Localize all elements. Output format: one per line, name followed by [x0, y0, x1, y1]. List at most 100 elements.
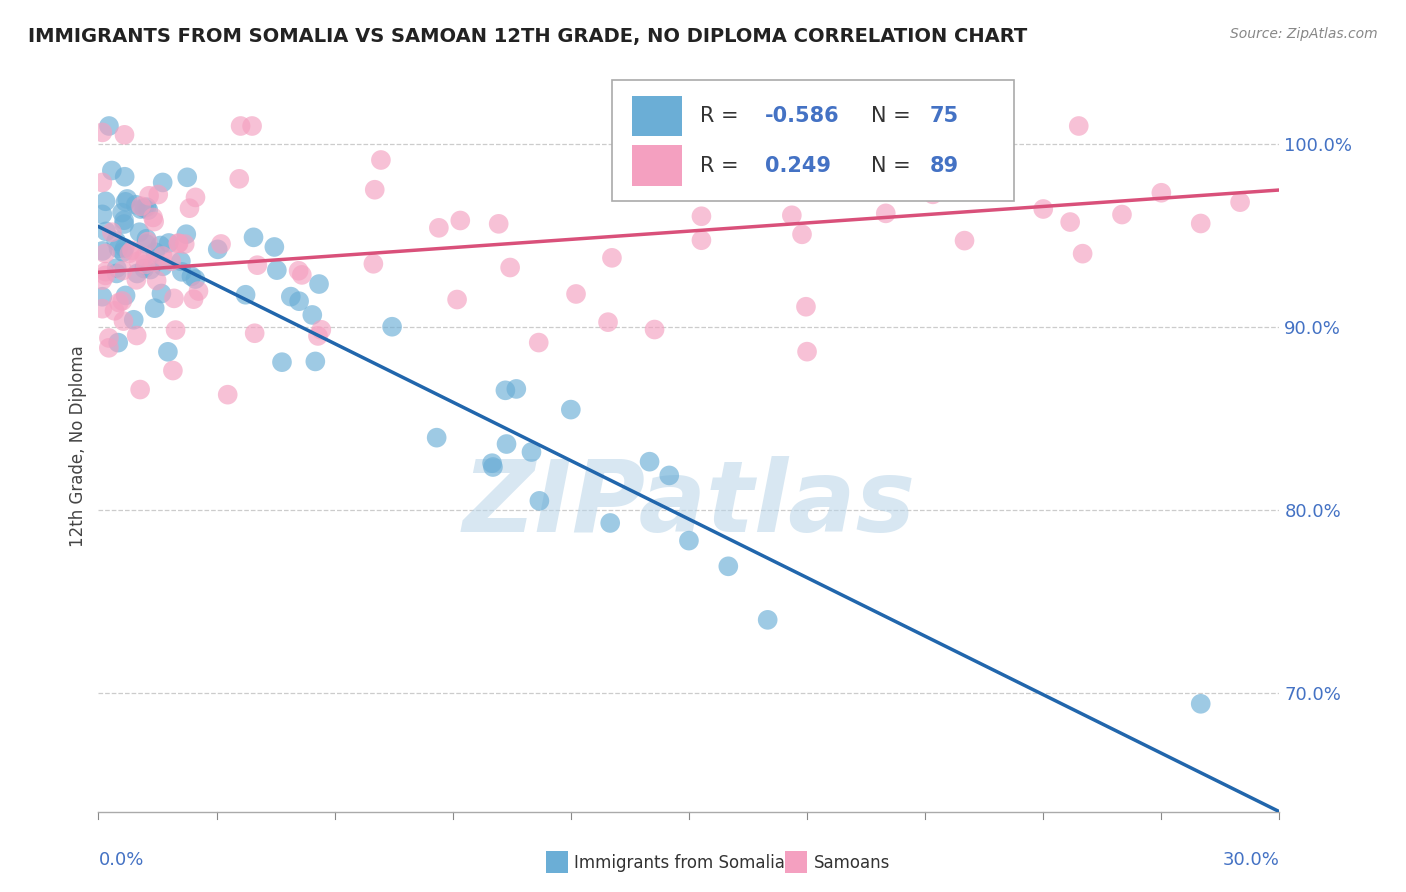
Point	[184, 272, 207, 286]
Point	[560, 402, 582, 417]
Point	[118, 246, 141, 260]
Point	[291, 268, 314, 282]
Point	[529, 493, 551, 508]
Point	[287, 264, 309, 278]
Point	[488, 217, 510, 231]
Point	[91, 207, 114, 221]
Text: 0.0%: 0.0%	[98, 851, 143, 869]
Point	[266, 263, 288, 277]
Point	[520, 445, 543, 459]
Point	[600, 251, 623, 265]
Text: R =: R =	[700, 105, 745, 126]
Point	[953, 234, 976, 248]
Point	[152, 249, 174, 263]
Point	[228, 171, 250, 186]
Point	[101, 163, 124, 178]
Point	[138, 188, 160, 202]
Text: ZIPatlas: ZIPatlas	[463, 456, 915, 553]
Point	[1059, 215, 1081, 229]
Point	[121, 244, 143, 258]
Point	[308, 277, 330, 291]
Point	[160, 254, 183, 268]
Point	[565, 287, 588, 301]
Point	[364, 183, 387, 197]
Point	[125, 328, 148, 343]
Point	[91, 244, 114, 258]
Point	[869, 183, 891, 197]
Point	[143, 301, 166, 315]
Point	[112, 213, 135, 227]
Text: N =: N =	[870, 105, 917, 126]
Point	[139, 262, 162, 277]
Point	[174, 227, 197, 242]
Point	[105, 261, 128, 276]
Point	[240, 119, 263, 133]
Point	[165, 323, 187, 337]
Point	[107, 242, 129, 256]
Point	[187, 284, 209, 298]
Text: Source: ZipAtlas.com: Source: ZipAtlas.com	[1230, 27, 1378, 41]
Point	[135, 200, 157, 214]
Point	[114, 194, 136, 209]
Point	[91, 273, 114, 287]
Point	[157, 235, 180, 250]
Point	[363, 257, 385, 271]
Point	[280, 290, 302, 304]
Point	[108, 295, 131, 310]
Point	[114, 288, 136, 302]
Point	[170, 265, 193, 279]
Point	[482, 460, 505, 475]
Point	[381, 319, 404, 334]
Y-axis label: 12th Grade, No Diploma: 12th Grade, No Diploma	[69, 345, 87, 547]
Point	[288, 294, 311, 309]
Point	[499, 260, 522, 275]
Point	[229, 119, 252, 133]
Point	[129, 202, 152, 216]
Point	[149, 238, 172, 252]
Point	[209, 236, 232, 251]
Text: 0.249: 0.249	[765, 155, 831, 176]
Point	[94, 246, 117, 260]
Text: IMMIGRANTS FROM SOMALIA VS SAMOAN 12TH GRADE, NO DIPLOMA CORRELATION CHART: IMMIGRANTS FROM SOMALIA VS SAMOAN 12TH G…	[28, 27, 1028, 45]
Point	[307, 329, 329, 343]
Point	[180, 269, 202, 284]
Point	[111, 263, 134, 277]
Point	[167, 236, 190, 251]
Point	[599, 516, 621, 530]
Point	[167, 236, 190, 251]
Point	[107, 335, 129, 350]
Point	[103, 303, 125, 318]
Point	[717, 559, 740, 574]
Point	[794, 300, 817, 314]
Point	[152, 176, 174, 190]
Point	[136, 203, 159, 218]
Point	[128, 225, 150, 239]
Point	[136, 235, 159, 249]
Point	[112, 314, 135, 328]
Text: 75: 75	[929, 105, 959, 126]
Point	[94, 194, 117, 209]
Text: 30.0%: 30.0%	[1223, 851, 1279, 869]
Point	[91, 176, 114, 190]
Text: Immigrants from Somalia: Immigrants from Somalia	[575, 855, 786, 872]
Point	[690, 233, 713, 247]
Point	[148, 187, 170, 202]
Point	[527, 335, 550, 350]
Point	[135, 232, 157, 246]
Point	[246, 258, 269, 272]
Point	[427, 220, 450, 235]
Point	[1111, 208, 1133, 222]
Point	[304, 354, 326, 368]
Point	[143, 214, 166, 228]
Point	[134, 261, 156, 276]
Point	[173, 237, 195, 252]
Point	[921, 187, 943, 202]
Point	[243, 326, 266, 341]
Point	[143, 245, 166, 260]
Point	[98, 119, 121, 133]
Point	[481, 456, 503, 470]
Point	[644, 322, 666, 336]
Point	[129, 199, 152, 213]
Point	[94, 265, 117, 279]
Point	[111, 293, 134, 308]
